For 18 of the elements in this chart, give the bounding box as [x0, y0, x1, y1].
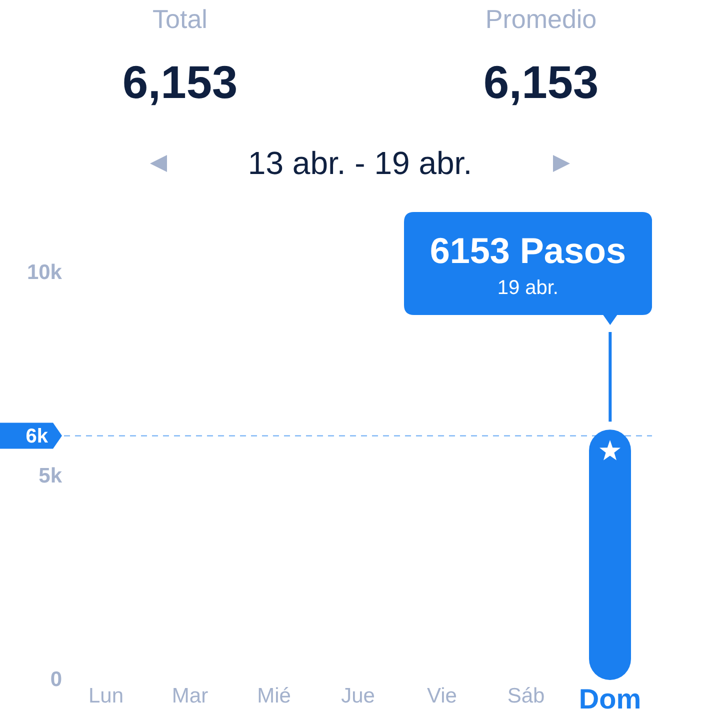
x-tick-label: Jue — [341, 684, 375, 708]
y-tick-label: 5k — [38, 464, 62, 488]
x-tick-label: Dom — [578, 684, 642, 715]
text: Promedio — [484, 3, 598, 36]
chart-title: 13 abr. - 19 abr. — [248, 145, 472, 181]
x-tick-label: Sáb — [507, 684, 545, 708]
text: 6,153 — [482, 55, 600, 110]
y-tick-label: 0 — [50, 668, 62, 691]
text: Total — [152, 3, 208, 36]
text: 6153 Pasos — [428, 230, 627, 271]
ref-line-label: 6k — [26, 425, 49, 448]
x-tick-label: Lun — [88, 684, 124, 708]
x-tick-label: Mié — [257, 684, 291, 708]
y-tick-label: 10k — [26, 260, 62, 284]
x-tick-label: Mar — [172, 684, 208, 708]
x-tick-label: Vie — [427, 684, 457, 708]
text: 6,153 — [121, 55, 239, 110]
annotation: 19 abr. — [496, 276, 560, 300]
